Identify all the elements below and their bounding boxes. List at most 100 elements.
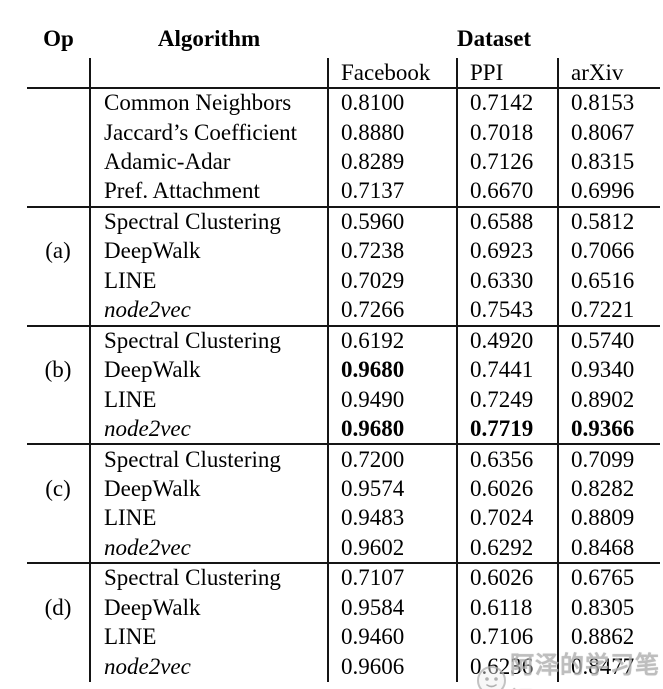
value-cell: 0.5740 xyxy=(556,324,661,356)
value-cell: 0.9606 xyxy=(327,652,457,682)
value-cell: 0.7066 xyxy=(556,236,661,267)
value-cell: 0.6292 xyxy=(456,533,558,563)
value-cell: 0.9483 xyxy=(327,503,457,534)
algorithm-cell: LINE xyxy=(89,622,328,653)
results-table: Op Algorithm Dataset Facebook PPI arXiv … xyxy=(27,20,661,682)
table-row: node2vec 0.9680 0.7719 0.9366 xyxy=(27,414,661,445)
value-cell: 0.8809 xyxy=(556,503,661,534)
table-row: (d) DeepWalk 0.9584 0.6118 0.8305 xyxy=(27,592,661,623)
op-cell xyxy=(27,562,90,593)
empty-cell xyxy=(89,58,328,89)
op-cell xyxy=(27,296,90,326)
table-row: (b) DeepWalk 0.9680 0.7441 0.9340 xyxy=(27,355,661,385)
value-cell: 0.7126 xyxy=(456,147,558,178)
table-row: LINE 0.9490 0.7249 0.8902 xyxy=(27,384,661,415)
value-cell: 0.7543 xyxy=(456,295,558,326)
algorithm-cell: Jaccard’s Coefficient xyxy=(89,117,328,148)
value-cell: 0.9490 xyxy=(327,384,457,415)
column-header-algorithm: Algorithm xyxy=(157,26,261,51)
value-cell: 0.6516 xyxy=(556,266,661,296)
algorithm-cell: DeepWalk xyxy=(89,236,328,267)
value-cell: 0.7266 xyxy=(327,295,457,326)
value-cell: 0.7029 xyxy=(327,266,457,296)
table-row: LINE 0.9483 0.7024 0.8809 xyxy=(27,503,661,534)
column-header-ppi: PPI xyxy=(456,58,558,89)
value-cell: 0.7221 xyxy=(556,295,661,326)
value-cell: 0.9574 xyxy=(327,473,457,504)
value-cell: 0.6765 xyxy=(556,562,661,593)
value-cell: 0.7200 xyxy=(327,443,457,474)
op-cell xyxy=(27,118,90,148)
value-cell: 0.7137 xyxy=(327,177,457,207)
algorithm-cell: Spectral Clustering xyxy=(89,443,328,474)
value-cell: 0.8315 xyxy=(556,147,661,178)
value-cell: 0.6330 xyxy=(456,266,558,296)
algorithm-cell: DeepWalk xyxy=(89,473,328,504)
value-cell: 0.6118 xyxy=(456,592,558,623)
value-cell: 0.8477 xyxy=(556,652,661,682)
table-subheader-row: Facebook PPI arXiv xyxy=(27,58,661,89)
value-cell: 0.5812 xyxy=(556,205,661,237)
value-cell: 0.6236 xyxy=(456,652,558,682)
value-cell: 0.7441 xyxy=(456,355,558,385)
table-row: Pref. Attachment 0.7137 0.6670 0.6996 xyxy=(27,177,661,207)
algorithm-cell: node2vec xyxy=(89,533,328,563)
value-cell: 0.8902 xyxy=(556,384,661,415)
table-row: Spectral Clustering 0.6192 0.4920 0.5740 xyxy=(27,324,661,356)
algorithm-cell: node2vec xyxy=(89,414,328,445)
table-row: (a) DeepWalk 0.7238 0.6923 0.7066 xyxy=(27,236,661,267)
op-label-a: (a) xyxy=(45,238,71,264)
op-cell xyxy=(27,622,90,652)
op-cell xyxy=(27,205,90,237)
value-cell: 0.6192 xyxy=(327,324,457,356)
value-cell-best: 0.9680 xyxy=(327,355,457,385)
value-cell-best: 0.7719 xyxy=(456,414,558,445)
op-cell xyxy=(27,415,90,445)
column-header-op: Op xyxy=(43,26,74,51)
algorithm-cell: Pref. Attachment xyxy=(89,177,328,207)
column-header-arxiv: arXiv xyxy=(556,58,661,89)
value-cell: 0.7018 xyxy=(456,117,558,148)
value-cell: 0.7142 xyxy=(456,88,558,118)
value-cell: 0.9460 xyxy=(327,622,457,653)
op-cell xyxy=(27,652,90,682)
table-row: (c) DeepWalk 0.9574 0.6026 0.8282 xyxy=(27,473,661,504)
table-row: Common Neighbors 0.8100 0.7142 0.8153 xyxy=(27,88,661,118)
op-cell xyxy=(27,324,90,356)
table-row: node2vec 0.9602 0.6292 0.8468 xyxy=(27,533,661,563)
table-row: node2vec 0.7266 0.7543 0.7221 xyxy=(27,295,661,326)
algorithm-cell: LINE xyxy=(89,266,328,296)
value-cell: 0.8862 xyxy=(556,622,661,653)
value-cell: 0.5960 xyxy=(327,205,457,237)
value-cell: 0.6588 xyxy=(456,205,558,237)
algorithm-cell: DeepWalk xyxy=(89,355,328,385)
value-cell: 0.9584 xyxy=(327,592,457,623)
algorithm-cell: Common Neighbors xyxy=(89,88,328,118)
value-cell: 0.7238 xyxy=(327,236,457,267)
value-cell: 0.7106 xyxy=(456,622,558,653)
op-cell xyxy=(27,88,90,118)
op-cell xyxy=(27,443,90,474)
algorithm-cell: Spectral Clustering xyxy=(89,562,328,593)
value-cell: 0.6670 xyxy=(456,177,558,207)
algorithm-cell: Spectral Clustering xyxy=(89,205,328,237)
value-cell: 0.7099 xyxy=(556,443,661,474)
value-cell: 0.6026 xyxy=(456,473,558,504)
value-cell: 0.6996 xyxy=(556,177,661,207)
value-cell: 0.8305 xyxy=(556,592,661,623)
table-row: node2vec 0.9606 0.6236 0.8477 xyxy=(27,652,661,682)
op-label-d: (d) xyxy=(44,594,72,620)
algorithm-cell: Spectral Clustering xyxy=(89,324,328,356)
value-cell: 0.9340 xyxy=(556,355,661,385)
value-cell: 0.7107 xyxy=(327,562,457,593)
value-cell: 0.8067 xyxy=(556,117,661,148)
op-cell xyxy=(27,504,90,534)
value-cell: 0.8289 xyxy=(327,147,457,178)
value-cell-best: 0.9366 xyxy=(556,414,661,445)
op-cell xyxy=(27,533,90,563)
op-label-c: (c) xyxy=(45,475,71,501)
table-row: LINE 0.9460 0.7106 0.8862 xyxy=(27,622,661,653)
table-row: Spectral Clustering 0.5960 0.6588 0.5812 xyxy=(27,205,661,237)
op-cell xyxy=(27,177,90,207)
op-cell xyxy=(27,147,90,177)
